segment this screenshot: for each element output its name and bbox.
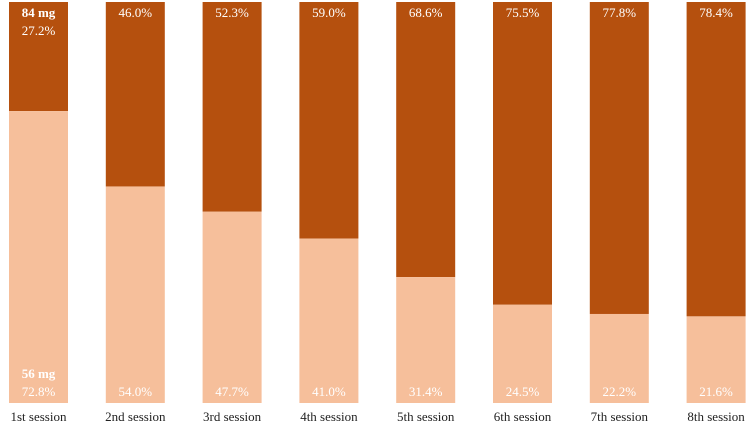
data-label-84mg-3: 52.3%: [215, 5, 249, 20]
bar-56mg-4: [299, 238, 359, 403]
data-label-56mg-1: 72.8%: [22, 384, 56, 399]
data-label-84mg-4: 59.0%: [312, 5, 346, 20]
data-label-84mg-6: 75.5%: [506, 5, 540, 20]
x-tick-label-4: 4th session: [300, 409, 358, 424]
series-label-84mg: 84 mg: [22, 5, 56, 20]
x-axis-ticks: 1st session 2nd session 3rd session 4th ses…: [11, 409, 746, 424]
bar-56mg-1: [9, 111, 68, 404]
data-label-84mg-7: 77.8%: [603, 5, 637, 20]
x-tick-label-3: 3rd session: [203, 409, 262, 424]
x-tick-label-1: 1st session: [11, 409, 67, 424]
bar-84mg-5: [396, 2, 456, 278]
data-label-84mg-5: 68.6%: [409, 5, 443, 20]
bar-84mg-7: [589, 2, 649, 314]
data-label-56mg-5: 31.4%: [409, 384, 443, 399]
bars-layer: [9, 2, 746, 404]
bar-84mg-3: [202, 2, 262, 212]
bar-56mg-2: [105, 186, 165, 403]
x-tick-label-6: 6th session: [494, 409, 552, 424]
data-label-84mg-8: 78.4%: [699, 5, 733, 20]
bar-84mg-1: [9, 2, 68, 112]
labels-layer: 27.2% 72.8% 46.0% 54.0% 52.3% 47.7% 59.0% 41.0%…: [22, 5, 733, 399]
data-label-56mg-7: 22.2%: [603, 384, 637, 399]
bar-56mg-5: [396, 277, 456, 403]
bar-84mg-2: [105, 2, 165, 187]
data-label-56mg-8: 21.6%: [699, 384, 733, 399]
x-tick-label-7: 7th session: [591, 409, 649, 424]
data-label-56mg-3: 47.7%: [215, 384, 249, 399]
data-label-56mg-2: 54.0%: [119, 384, 153, 399]
bar-56mg-3: [202, 211, 262, 403]
data-label-56mg-6: 24.5%: [506, 384, 540, 399]
series-label-56mg: 56 mg: [22, 366, 56, 381]
data-label-56mg-4: 41.0%: [312, 384, 346, 399]
bar-84mg-6: [493, 2, 552, 305]
bar-56mg-6: [493, 304, 552, 403]
x-tick-label-8: 8th session: [687, 409, 745, 424]
data-label-84mg-1: 27.2%: [22, 23, 56, 38]
x-tick-label-5: 5th session: [397, 409, 455, 424]
data-label-84mg-2: 46.0%: [119, 5, 153, 20]
bar-84mg-8: [686, 2, 746, 317]
x-tick-label-2: 2nd session: [105, 409, 166, 424]
bar-84mg-4: [299, 2, 359, 239]
bar-56mg-7: [589, 313, 649, 403]
bar-56mg-8: [686, 316, 746, 403]
